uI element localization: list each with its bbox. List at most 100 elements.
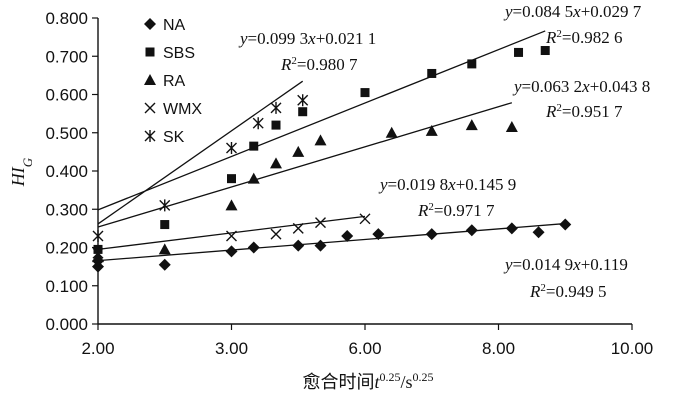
y-tick-label: 0.000 [45,315,88,334]
data-point [341,230,354,243]
data-point [425,124,438,136]
data-point [559,218,572,231]
data-points [92,46,572,273]
data-point [92,251,104,263]
data-point [247,241,260,254]
equation-sk: y=0.099 3x+0.021 1 [238,29,376,48]
data-point [505,121,518,133]
data-point [514,47,524,57]
legend-marker-sk [144,130,156,142]
y-tick-label: 0.700 [45,47,88,66]
series-ra [92,119,518,263]
data-point [540,46,550,56]
y-axis-title-sub: G [20,157,35,167]
data-point [385,126,398,138]
data-point [160,220,170,230]
legend-marker-wmx [144,102,156,114]
series-sbs [93,46,550,254]
legend-label-sbs: SBS [163,45,195,62]
x-axis-title-sup2: 0.25 [413,370,434,384]
data-point [158,243,171,255]
x-ticks: 2.00 3.00 6.00 8.00 10.00 [81,324,653,358]
x-axis-title-t: t [374,372,380,392]
x-axis-title-sup1: 0.25 [380,370,401,384]
data-point [249,141,259,151]
data-point [292,239,305,252]
fit-line-na [97,222,566,262]
data-point [467,59,477,69]
y-tick-label: 0.100 [45,277,88,296]
r-squared-na: R2=0.949 5 [529,282,606,301]
r-squared-sbs: R2=0.982 6 [545,28,622,47]
data-point [314,134,327,146]
data-point [92,247,104,259]
legend: NA SBS RA WMX SK [144,17,202,146]
y-ticks: 0.000 0.100 0.200 0.300 0.400 0.500 0.600 0.700… [45,9,98,334]
y-axis-title: HIG [8,157,35,187]
data-point [252,117,264,130]
fit-line-sk [97,80,304,225]
legend-label-wmx: WMX [163,101,202,118]
x-axis-title-mid: /s [401,372,413,392]
data-point [270,101,282,114]
y-axis-title-base: HI [8,166,28,187]
legend-marker-ra [144,74,156,85]
r-squared-wmx: R2=0.971 7 [417,201,495,220]
data-point [92,230,104,243]
equation-na: y=0.014 9x+0.119 [503,255,628,274]
data-point [158,258,171,271]
data-point [247,172,260,184]
x-tick-label: 8.00 [482,339,515,358]
equation-wmx: y=0.019 8x+0.145 9 [378,175,516,194]
data-point [226,142,237,155]
data-point [314,239,327,252]
legend-marker-sbs [145,47,155,57]
data-point [225,199,238,211]
data-point [465,119,478,131]
series-wmx [92,213,371,259]
data-point [360,88,370,98]
legend-label-na: NA [163,17,186,34]
data-point [270,228,282,240]
data-point [292,222,304,234]
data-point [159,199,171,212]
data-point [372,228,385,241]
y-tick-label: 0.800 [45,9,88,28]
x-axis-title-prefix: 愈合时间 [302,372,374,392]
legend-marker-na [144,18,156,30]
data-point [359,213,371,225]
data-point [297,94,309,107]
axes: 0.000 0.100 0.200 0.300 0.400 0.500 0.600 0.700… [45,9,653,358]
y-tick-label: 0.200 [45,239,88,258]
data-point [225,245,238,258]
data-point [271,120,281,130]
r-squared-sk: R2=0.980 7 [280,55,358,74]
data-point [298,107,308,117]
legend-label-ra: RA [163,73,186,90]
equation-ra: y=0.063 2x+0.043 8 [512,77,650,96]
equation-labels: y=0.014 9x+0.119 R2=0.949 5 y=0.084 5x+0.0… [238,2,650,301]
r-squared-ra: R2=0.951 7 [545,102,623,121]
data-point [270,157,282,169]
y-tick-label: 0.600 [45,86,88,105]
data-point [93,244,103,254]
y-tick-label: 0.400 [45,162,88,181]
y-tick-label: 0.300 [45,200,88,219]
data-point [227,174,236,184]
data-point [315,217,326,229]
x-tick-label: 2.00 [81,339,114,358]
x-tick-label: 3.00 [215,339,248,358]
x-tick-label: 10.00 [611,339,654,358]
data-point [425,228,438,241]
series-sk [92,94,309,243]
data-point [427,68,437,78]
x-tick-label: 6.00 [348,339,381,358]
legend-label-sk: SK [163,129,185,146]
data-point [465,224,478,237]
data-point [505,222,518,235]
y-tick-label: 0.500 [45,124,88,143]
x-axis-title: 愈合时间t0.25/s0.25 [302,370,433,392]
data-point [292,145,305,157]
